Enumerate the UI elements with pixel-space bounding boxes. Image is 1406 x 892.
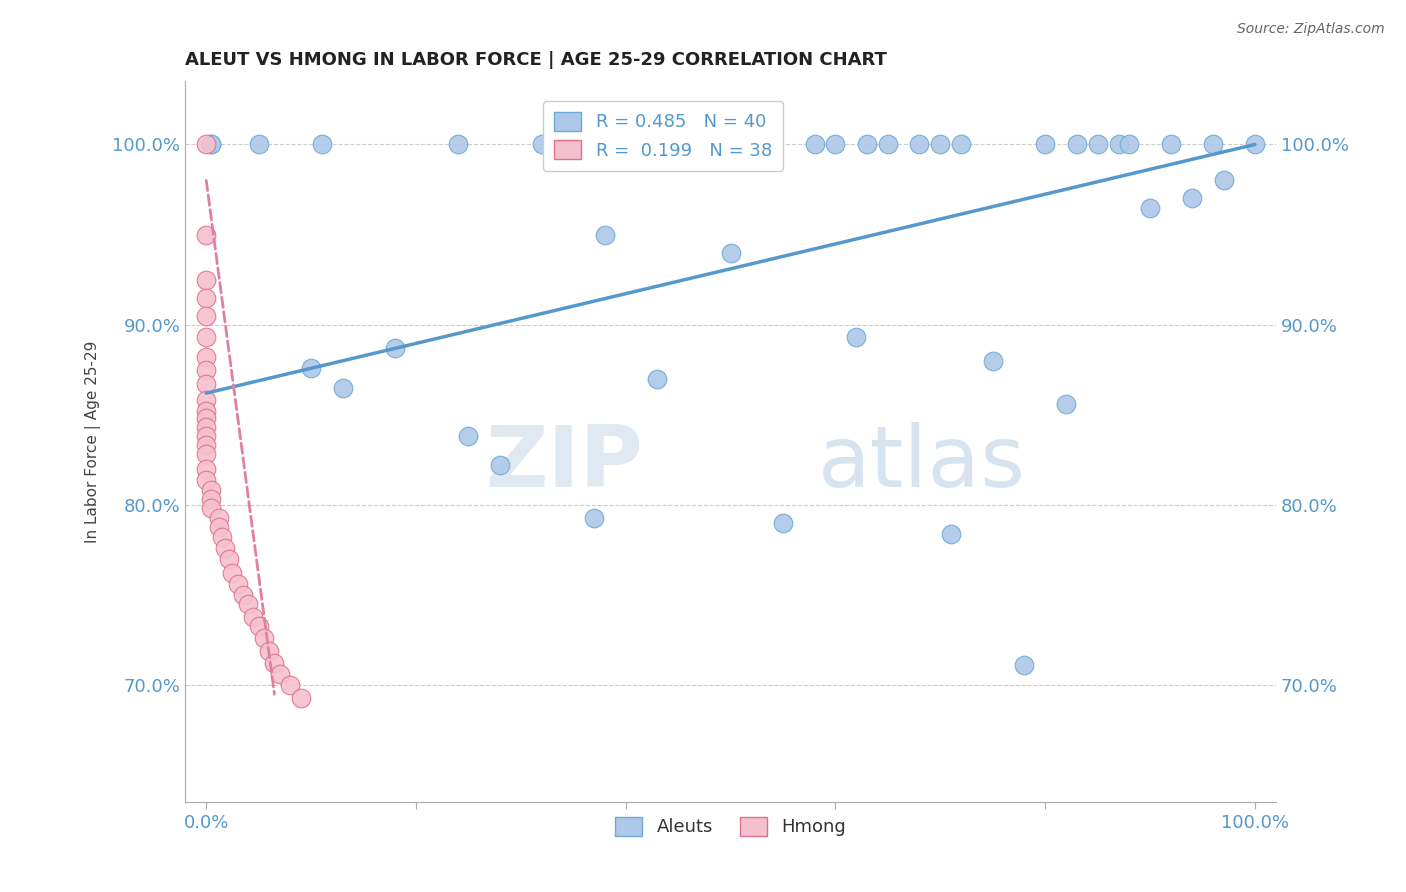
Point — [278, 678, 301, 692]
Point — [195, 227, 218, 242]
Point — [457, 429, 479, 443]
Legend: Aleuts, Hmong: Aleuts, Hmong — [607, 810, 853, 844]
Point — [1160, 137, 1182, 152]
Y-axis label: In Labor Force | Age 25-29: In Labor Force | Age 25-29 — [86, 341, 101, 543]
Point — [195, 309, 218, 323]
Point — [208, 519, 231, 533]
Point — [218, 552, 240, 566]
Point — [269, 667, 291, 681]
Point — [877, 137, 900, 152]
Point — [200, 483, 222, 498]
Point — [929, 137, 952, 152]
Point — [195, 411, 218, 425]
Point — [950, 137, 973, 152]
Point — [195, 429, 218, 443]
Point — [384, 341, 406, 355]
Point — [614, 137, 637, 152]
Point — [845, 330, 868, 344]
Point — [1118, 137, 1140, 152]
Text: ALEUT VS HMONG IN LABOR FORCE | AGE 25-29 CORRELATION CHART: ALEUT VS HMONG IN LABOR FORCE | AGE 25-2… — [186, 51, 887, 69]
Text: Source: ZipAtlas.com: Source: ZipAtlas.com — [1237, 22, 1385, 37]
Point — [195, 350, 218, 364]
Point — [257, 644, 280, 658]
Point — [195, 393, 218, 408]
Point — [214, 541, 236, 556]
Point — [645, 372, 668, 386]
Point — [489, 458, 512, 473]
Point — [247, 618, 270, 632]
Point — [200, 137, 222, 152]
Point — [583, 510, 606, 524]
Point — [1212, 173, 1234, 187]
Point — [208, 510, 231, 524]
Point — [195, 291, 218, 305]
Point — [1108, 137, 1130, 152]
Point — [232, 588, 254, 602]
Point — [939, 526, 962, 541]
Point — [981, 353, 1004, 368]
Point — [299, 360, 322, 375]
Point — [720, 245, 742, 260]
Text: ZIP: ZIP — [485, 422, 644, 505]
Point — [195, 420, 218, 434]
Point — [238, 597, 260, 611]
Point — [195, 272, 218, 286]
Point — [1087, 137, 1109, 152]
Point — [195, 362, 218, 376]
Point — [195, 438, 218, 452]
Point — [1244, 137, 1267, 152]
Point — [195, 404, 218, 418]
Point — [200, 501, 222, 516]
Point — [593, 227, 616, 242]
Point — [211, 530, 233, 544]
Point — [253, 632, 276, 646]
Point — [447, 137, 470, 152]
Point — [530, 137, 553, 152]
Point — [1012, 658, 1035, 673]
Point — [195, 137, 218, 152]
Point — [200, 492, 222, 507]
Point — [195, 462, 218, 476]
Point — [772, 516, 794, 530]
Point — [803, 137, 825, 152]
Point — [263, 657, 285, 671]
Point — [195, 447, 218, 461]
Point — [824, 137, 846, 152]
Point — [332, 381, 354, 395]
Point — [1066, 137, 1088, 152]
Text: atlas: atlas — [818, 422, 1026, 505]
Point — [1181, 192, 1204, 206]
Point — [221, 566, 243, 581]
Point — [226, 577, 249, 591]
Point — [242, 609, 264, 624]
Point — [1202, 137, 1225, 152]
Point — [311, 137, 333, 152]
Point — [1054, 397, 1077, 411]
Point — [247, 137, 270, 152]
Point — [1139, 201, 1161, 215]
Point — [908, 137, 931, 152]
Point — [1033, 137, 1056, 152]
Point — [290, 690, 312, 705]
Point — [856, 137, 879, 152]
Point — [195, 330, 218, 344]
Point — [200, 137, 222, 152]
Point — [195, 377, 218, 392]
Point — [195, 473, 218, 487]
